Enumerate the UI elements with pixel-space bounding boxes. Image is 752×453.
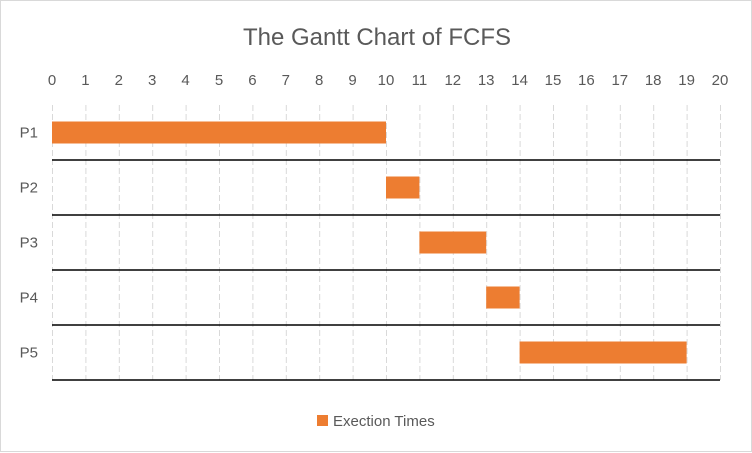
x-tick-label: 10 — [378, 72, 395, 89]
x-tick-label: 4 — [181, 72, 189, 89]
x-tick-label: 9 — [348, 72, 356, 89]
x-tick-label: 7 — [282, 72, 290, 89]
legend-label: Exection Times — [333, 413, 435, 430]
category-labels: P1 P2 P3 P4 P5 — [20, 125, 38, 362]
x-tick-label: 6 — [248, 72, 256, 89]
x-tick-label: 3 — [148, 72, 156, 89]
x-tick-label: 20 — [712, 72, 729, 89]
chart-title: The Gantt Chart of FCFS — [243, 24, 511, 51]
x-tick-label: 13 — [478, 72, 495, 89]
category-label: P3 — [20, 235, 38, 252]
legend: Exection Times — [317, 413, 435, 430]
grid-layer — [52, 105, 721, 380]
x-tick-label: 2 — [115, 72, 123, 89]
category-label: P2 — [20, 180, 38, 197]
bar-p5 — [519, 341, 687, 364]
x-tick-label: 14 — [511, 72, 528, 89]
x-tick-label: 18 — [645, 72, 662, 89]
x-tick-label: 5 — [215, 72, 223, 89]
bar-p1 — [52, 121, 386, 144]
x-tick-label: 0 — [48, 72, 56, 89]
category-label: P4 — [20, 290, 38, 307]
x-tick-label: 15 — [545, 72, 562, 89]
x-tick-label: 1 — [81, 72, 89, 89]
x-tick-label: 11 — [412, 72, 428, 89]
x-tick-label: 12 — [444, 72, 461, 89]
bar-p3 — [419, 231, 487, 254]
row-separators — [52, 159, 720, 381]
legend-swatch — [317, 415, 328, 426]
category-label: P5 — [20, 345, 38, 362]
x-tick-label: 8 — [315, 72, 323, 89]
category-label: P1 — [20, 125, 38, 142]
bars — [52, 121, 687, 364]
bar-p4 — [486, 286, 520, 309]
x-tick-label: 19 — [678, 72, 695, 89]
bar-p2 — [386, 176, 420, 199]
x-tick-labels: 0 1 2 3 4 5 6 7 8 9 10 11 12 13 14 15 16 17 18 19 20 — [48, 72, 729, 89]
x-tick-label: 16 — [578, 72, 595, 89]
x-tick-label: 17 — [611, 72, 628, 89]
